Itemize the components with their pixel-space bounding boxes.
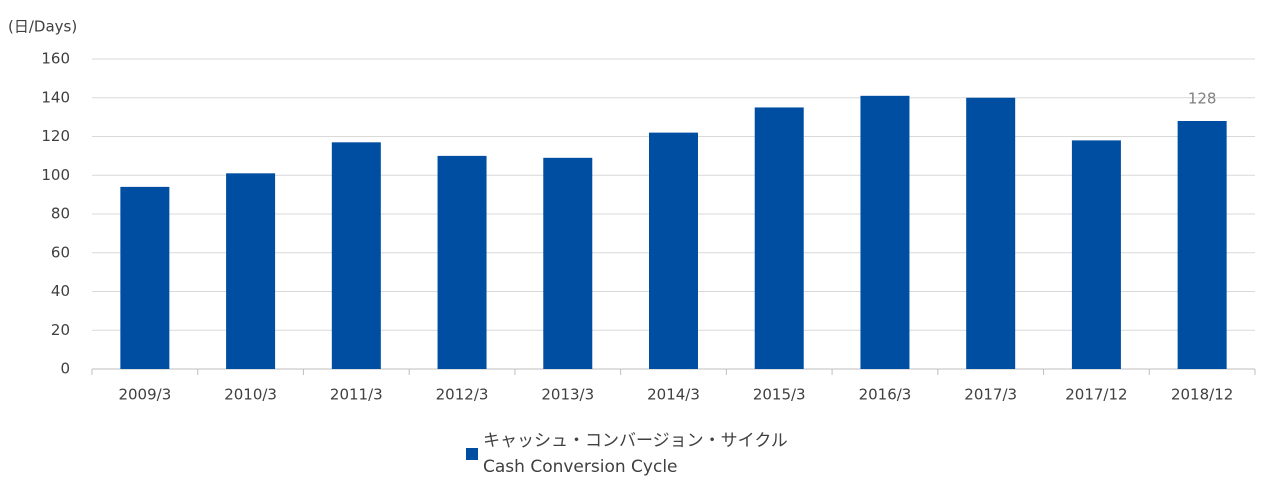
bar: [860, 95, 910, 369]
y-tick-label: 120: [41, 127, 70, 145]
y-tick-label: 140: [41, 88, 70, 106]
y-axis-label: (日/Days): [8, 18, 77, 36]
bar: [226, 173, 276, 369]
x-tick-label: 2011/3: [330, 386, 383, 404]
y-tick-label: 100: [41, 166, 70, 184]
bar: [1177, 121, 1227, 369]
y-tick-label: 20: [51, 321, 70, 339]
x-tick-label: 2017/12: [1065, 386, 1127, 404]
bar: [331, 142, 381, 369]
y-tick-label: 0: [60, 360, 70, 378]
x-tick-label: 2016/3: [859, 386, 912, 404]
bar: [966, 97, 1016, 369]
bar: [754, 107, 804, 369]
legend: キャッシュ・コンバージョン・サイクル Cash Conversion Cycle: [466, 428, 788, 480]
bar: [120, 186, 170, 369]
bar: [1071, 140, 1121, 369]
y-tick-label: 80: [51, 205, 70, 223]
x-tick-label: 2010/3: [224, 386, 277, 404]
y-tick-label: 160: [41, 50, 70, 68]
x-tick-label: 2013/3: [541, 386, 594, 404]
bar: [649, 132, 698, 369]
bar: [543, 157, 593, 369]
y-tick-label: 60: [51, 243, 70, 261]
legend-swatch: [466, 448, 478, 460]
x-tick-label: 2009/3: [118, 386, 171, 404]
bar: [437, 155, 487, 369]
x-tick-label: 2018/12: [1171, 386, 1233, 404]
y-tick-label: 40: [51, 282, 70, 300]
legend-label: キャッシュ・コンバージョン・サイクル Cash Conversion Cycle: [483, 431, 788, 477]
x-tick-label: 2017/3: [964, 386, 1017, 404]
x-tick-label: 2015/3: [753, 386, 806, 404]
x-tick-label: 2014/3: [647, 386, 700, 404]
chart: (日/Days) 0 20 40 60 80 100 120 140 160 2009/3 2010…: [8, 18, 1256, 404]
x-tick-label: 2012/3: [436, 386, 489, 404]
data-label: 128: [1188, 90, 1217, 108]
